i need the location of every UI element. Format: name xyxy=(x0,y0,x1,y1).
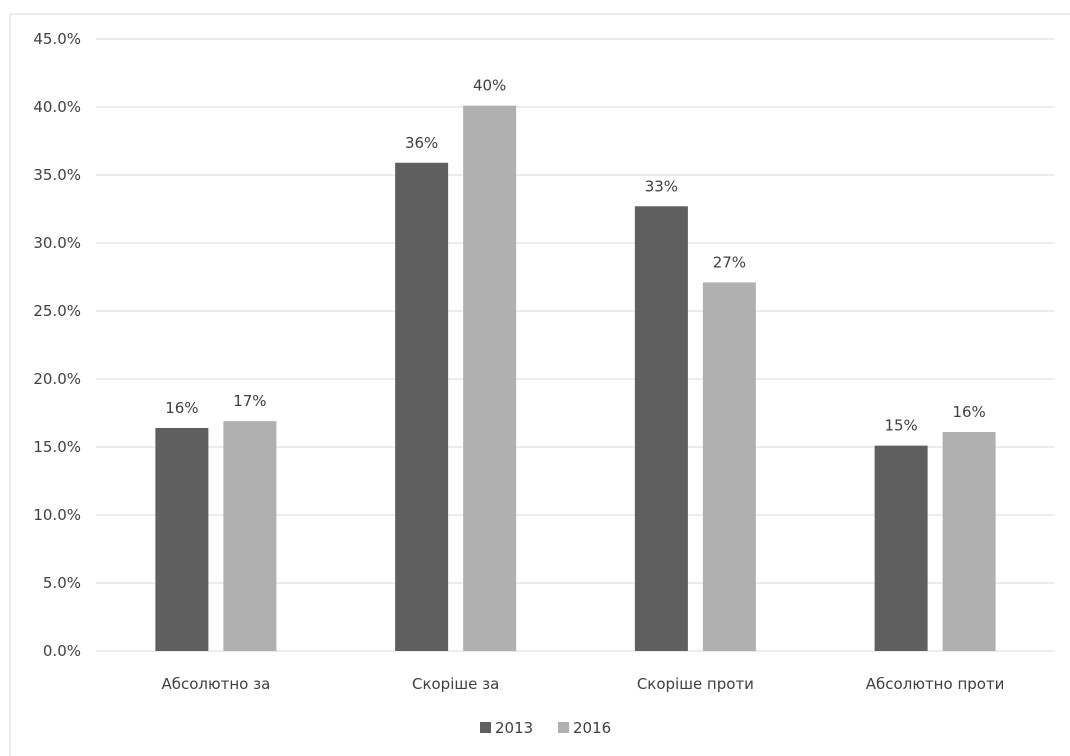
data-label: 17% xyxy=(233,392,266,410)
x-category-label: Абсолютно проти xyxy=(866,675,1005,693)
data-labels: 16% 17% 36% 40% 33% 27% 15% 16% xyxy=(165,77,986,435)
y-tick-label: 10.0% xyxy=(33,506,81,524)
y-tick-label: 30.0% xyxy=(33,234,81,252)
legend-label: 2016 xyxy=(573,719,611,737)
bar-2016 xyxy=(942,432,996,651)
data-label: 27% xyxy=(713,253,746,271)
data-label: 40% xyxy=(473,77,506,95)
x-axis: Абсолютно за Скоріше за Скоріше проти Абсол… xyxy=(161,675,1004,693)
y-tick-label: 35.0% xyxy=(33,166,81,184)
y-tick-label: 25.0% xyxy=(33,302,81,320)
y-tick-label: 20.0% xyxy=(33,370,81,388)
data-label: 16% xyxy=(952,403,985,421)
bar-2016 xyxy=(223,421,277,651)
y-tick-label: 15.0% xyxy=(33,438,81,456)
y-tick-label: 40.0% xyxy=(33,98,81,116)
bar-2013 xyxy=(395,162,449,651)
y-tick-label: 45.0% xyxy=(33,30,81,48)
y-tick-label: 5.0% xyxy=(43,574,81,592)
legend-swatch-2013 xyxy=(480,722,491,733)
x-category-label: Абсолютно за xyxy=(161,675,270,693)
bar-2016 xyxy=(463,105,517,651)
legend-swatch-2016 xyxy=(558,722,569,733)
data-label: 33% xyxy=(645,177,678,195)
data-label: 16% xyxy=(165,399,198,417)
bar-2013 xyxy=(155,427,209,651)
bars xyxy=(155,105,996,651)
data-label: 36% xyxy=(405,134,438,152)
bar-2013 xyxy=(634,206,688,651)
bar-2016 xyxy=(702,282,756,651)
legend-label: 2013 xyxy=(495,719,533,737)
y-tick-label: 0.0% xyxy=(43,642,81,660)
x-category-label: Скоріше проти xyxy=(637,675,754,693)
x-category-label: Скоріше за xyxy=(412,675,499,693)
data-label: 15% xyxy=(884,417,917,435)
bar-2013 xyxy=(874,445,928,651)
legend: 2013 2016 xyxy=(480,719,611,737)
y-axis: 0.0% 5.0% 10.0% 15.0% 20.0% 25.0% 30.0% 35.0% 40… xyxy=(33,30,81,660)
